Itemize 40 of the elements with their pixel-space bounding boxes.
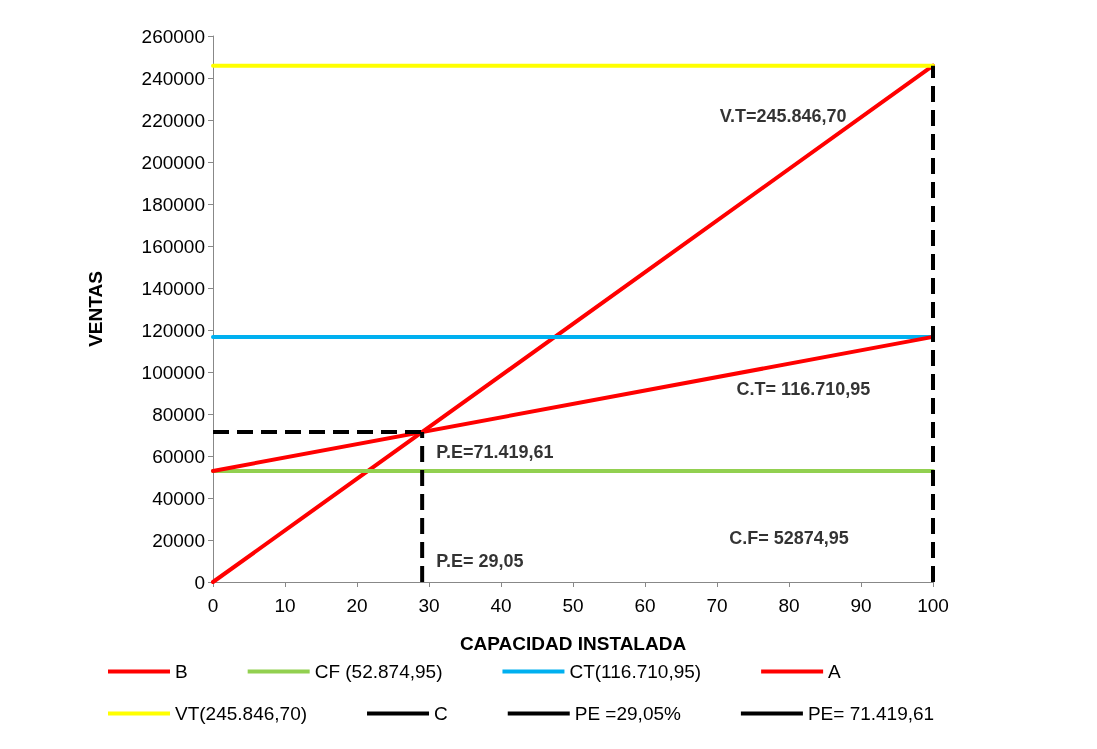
- legend-label: PE= 71.419,61: [807, 703, 935, 724]
- y-tick-label: 0: [194, 571, 205, 593]
- y-tick-label: 180000: [141, 193, 205, 215]
- y-tick-label: 100000: [141, 361, 205, 383]
- legend-label: VT(245.846,70): [175, 703, 308, 724]
- annotation: V.T=245.846,70: [719, 105, 847, 126]
- annotation: P.E= 29,05: [436, 551, 524, 571]
- legend-label: B: [175, 661, 188, 682]
- x-tick-label: 20: [346, 595, 368, 616]
- y-tick-label: 40000: [152, 487, 205, 509]
- legend-label: A: [828, 661, 842, 682]
- legend-label: CF (52.874,95): [314, 661, 443, 682]
- y-tick-label: 20000: [152, 529, 205, 551]
- annotation: P.E=71.419,61: [436, 441, 554, 462]
- x-tick-label: 100: [917, 595, 949, 616]
- y-tick-label: 220000: [141, 109, 205, 131]
- annotation: C.T= 116.710,95: [736, 378, 871, 399]
- x-tick-label: 70: [706, 595, 728, 616]
- x-tick-label: 10: [274, 595, 296, 616]
- y-tick-label: 120000: [141, 319, 205, 341]
- x-tick-label: 0: [207, 595, 219, 616]
- legend-label: C: [434, 703, 448, 724]
- y-tick-label: 260000: [141, 25, 205, 47]
- y-axis-title: VENTAS: [85, 271, 106, 347]
- x-axis-title: CAPACIDAD INSTALADA: [459, 633, 687, 654]
- x-tick-label: 40: [490, 595, 512, 616]
- y-tick-label: 140000: [141, 277, 205, 299]
- y-tick-label: 80000: [152, 403, 205, 425]
- x-tick-label: 30: [418, 595, 440, 616]
- x-tick-label: 80: [778, 595, 800, 616]
- x-tick-label: 90: [850, 595, 872, 616]
- x-tick-label: 50: [562, 595, 584, 616]
- y-tick-label: 160000: [141, 235, 205, 257]
- y-tick-label: 60000: [152, 445, 205, 467]
- x-tick-label: 60: [634, 595, 656, 616]
- annotation: C.F= 52874,95: [729, 527, 849, 548]
- y-tick-label: 240000: [141, 67, 205, 89]
- legend-label: CT(116.710,95): [569, 661, 702, 682]
- y-tick-label: 200000: [141, 151, 205, 173]
- legend-label: PE =29,05%: [574, 703, 682, 724]
